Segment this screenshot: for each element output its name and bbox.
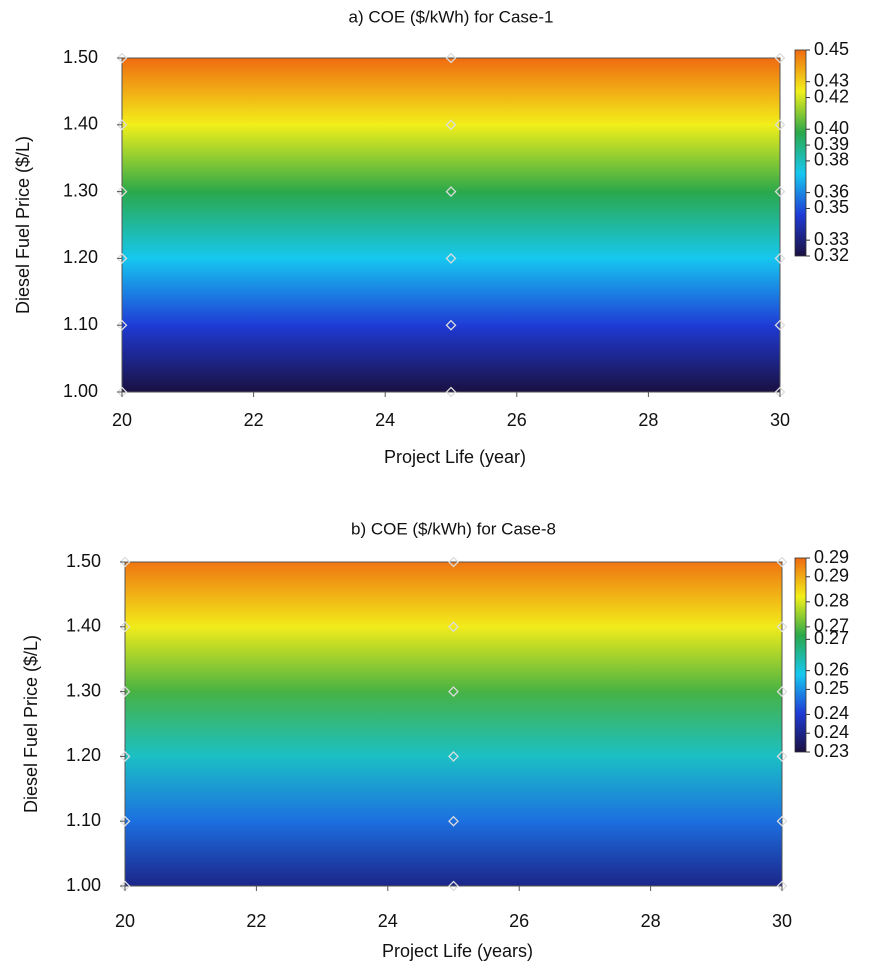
- colorbar-label: 0.38: [814, 150, 849, 170]
- colorbar-label: 0.36: [814, 181, 849, 201]
- grid-point: [448, 686, 459, 698]
- grid-point: [116, 319, 128, 331]
- grid-point: [119, 621, 131, 633]
- grid-point: [776, 750, 788, 762]
- grid-point: [776, 556, 788, 568]
- colorbar-label: 0.24: [814, 703, 849, 723]
- colorbar-label: 0.28: [814, 591, 849, 611]
- y-tick-label: 1.10: [63, 314, 98, 334]
- grid-point: [774, 186, 786, 198]
- colorbar: [794, 49, 807, 257]
- colorbar-label: 0.26: [814, 659, 849, 679]
- x-tick-label: 28: [641, 911, 661, 931]
- surface-band: [125, 755, 782, 822]
- y-tick-label: 1.00: [63, 381, 98, 401]
- grid-point: [445, 319, 457, 331]
- colorbar-label: 0.23: [814, 741, 849, 761]
- y-tick-label: 1.00: [66, 875, 101, 895]
- surface-band: [122, 124, 780, 193]
- grid-point: [448, 880, 459, 892]
- y-axis-label: Diesel Fuel Price ($/L): [13, 136, 33, 314]
- grid-point: [445, 252, 457, 264]
- grid-point: [774, 319, 786, 331]
- grid-point: [448, 815, 459, 827]
- y-tick-label: 1.20: [63, 247, 98, 267]
- grid-point: [116, 119, 128, 131]
- grid-point: [116, 52, 128, 64]
- grid-point: [119, 556, 131, 568]
- chart-title: a) COE ($/kWh) for Case-1: [349, 7, 554, 26]
- y-tick-label: 1.30: [63, 180, 98, 200]
- grid-point: [445, 386, 457, 398]
- x-tick-label: 30: [772, 911, 792, 931]
- colorbar-label: 0.42: [814, 86, 849, 106]
- grid-point: [116, 252, 128, 264]
- grid-point: [448, 621, 459, 633]
- colorbar-label: 0.24: [814, 722, 849, 742]
- chart-title: b) COE ($/kWh) for Case-8: [351, 519, 556, 538]
- y-tick-label: 1.20: [66, 745, 101, 765]
- y-axis-label: Diesel Fuel Price ($/L): [21, 635, 41, 813]
- y-tick-label: 1.10: [66, 810, 101, 830]
- grid-point: [776, 815, 788, 827]
- surface-band: [125, 820, 782, 887]
- colorbar-label: 0.29: [814, 547, 849, 567]
- x-axis-label: Project Life (years): [382, 941, 533, 961]
- surface-band: [125, 691, 782, 757]
- grid-point: [448, 750, 459, 762]
- colorbar-label: 0.35: [814, 197, 849, 217]
- colorbar-label: 0.40: [814, 118, 849, 138]
- colorbar: [794, 557, 807, 753]
- colorbar-label: 0.32: [814, 245, 849, 265]
- x-tick-label: 24: [375, 410, 395, 430]
- colorbar-label: 0.33: [814, 229, 849, 249]
- colorbar-label: 0.27: [814, 628, 849, 648]
- surface-band: [122, 57, 780, 126]
- grid-point: [776, 686, 788, 698]
- x-axis-label: Project Life (year): [384, 447, 526, 467]
- grid-point: [774, 252, 786, 264]
- grid-point: [774, 119, 786, 131]
- x-tick-label: 20: [115, 911, 135, 931]
- surface-band: [122, 257, 780, 326]
- grid-point: [445, 52, 457, 64]
- x-tick-label: 22: [244, 410, 264, 430]
- grid-point: [116, 186, 128, 198]
- x-tick-label: 30: [770, 410, 790, 430]
- x-tick-label: 26: [509, 911, 529, 931]
- grid-point: [119, 815, 131, 827]
- colorbar-label: 0.45: [814, 39, 849, 59]
- grid-point: [119, 686, 131, 698]
- grid-point: [445, 119, 457, 131]
- x-tick-label: 28: [638, 410, 658, 430]
- grid-point: [448, 556, 459, 568]
- surface-band: [125, 561, 782, 628]
- y-tick-label: 1.30: [66, 680, 101, 700]
- grid-point: [445, 186, 457, 198]
- colorbar-label: 0.39: [814, 134, 849, 154]
- colorbar-label: 0.27: [814, 616, 849, 636]
- colorbar-label: 0.25: [814, 678, 849, 698]
- x-tick-label: 20: [112, 410, 132, 430]
- plot-frame: [121, 57, 781, 393]
- y-tick-label: 1.50: [66, 551, 101, 571]
- surface-band: [122, 191, 780, 259]
- plot-frame: [124, 561, 783, 887]
- surface-band: [122, 324, 780, 393]
- y-tick-label: 1.40: [66, 616, 101, 636]
- grid-point: [776, 621, 788, 633]
- grid-point: [774, 52, 786, 64]
- y-tick-label: 1.40: [63, 114, 98, 134]
- colorbar-label: 0.29: [814, 566, 849, 586]
- y-tick-label: 1.50: [63, 47, 98, 67]
- colorbar-label: 0.43: [814, 70, 849, 90]
- x-tick-label: 24: [378, 911, 398, 931]
- x-tick-label: 22: [246, 911, 266, 931]
- x-tick-label: 26: [507, 410, 527, 430]
- surface-band: [125, 626, 782, 693]
- grid-point: [119, 750, 131, 762]
